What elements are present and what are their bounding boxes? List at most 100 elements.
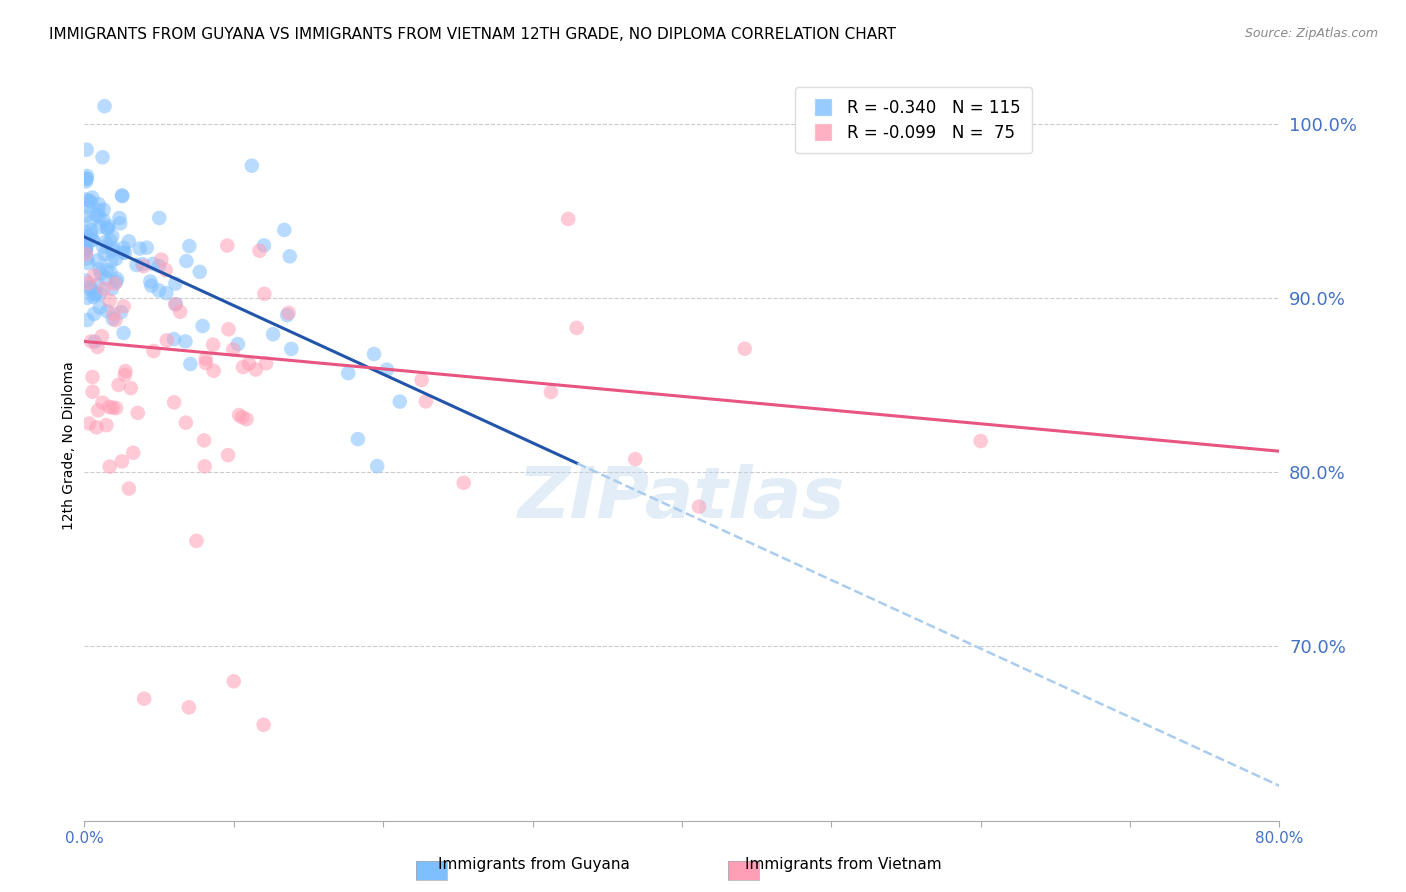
Point: [253, 238, 276, 252]
Point: [165, 297, 187, 311]
Point: [222, 343, 245, 357]
Point: [91, 395, 114, 409]
Point: [238, 357, 260, 371]
Text: ZIPatlas: ZIPatlas: [519, 464, 845, 533]
Point: [77, 256, 100, 270]
Point: [363, 347, 385, 361]
Y-axis label: 12th Grade, No Diploma: 12th Grade, No Diploma: [62, 361, 76, 531]
Point: [75, 209, 97, 223]
Point: [82, 384, 104, 399]
Point: [75, 240, 97, 254]
Point: [415, 394, 437, 409]
Point: [366, 459, 388, 474]
Point: [82, 290, 104, 304]
Point: [222, 674, 245, 689]
Point: [96, 221, 118, 235]
Point: [375, 362, 398, 376]
Point: [98, 293, 121, 308]
Point: [75, 274, 97, 288]
Point: [82, 370, 104, 384]
Point: [276, 308, 298, 322]
Point: [107, 378, 129, 392]
Point: [114, 245, 136, 260]
Point: [76, 291, 98, 305]
Point: [76, 169, 98, 183]
Point: [83, 307, 105, 321]
Point: [280, 342, 302, 356]
Point: [132, 691, 156, 706]
Point: [114, 368, 136, 382]
Point: [254, 356, 277, 370]
Point: [163, 332, 186, 346]
Point: [86, 208, 108, 222]
Point: [80, 334, 103, 349]
Point: [75, 233, 97, 247]
Point: [177, 700, 200, 714]
Point: [79, 195, 101, 210]
Point: [118, 235, 141, 249]
Point: [273, 223, 295, 237]
Point: [93, 202, 115, 217]
Point: [103, 307, 125, 321]
Point: [83, 334, 105, 349]
Point: [76, 313, 98, 327]
Point: [970, 434, 993, 448]
Point: [76, 143, 98, 157]
Point: [105, 275, 128, 289]
Point: [101, 241, 124, 255]
Point: [337, 366, 360, 380]
Point: [77, 194, 100, 208]
Point: [75, 243, 97, 257]
Point: [100, 265, 122, 279]
Point: [388, 394, 411, 409]
Point: [253, 718, 276, 732]
Point: [77, 201, 100, 215]
Point: [89, 301, 111, 315]
Point: [101, 229, 124, 244]
Point: [565, 321, 588, 335]
Point: [142, 257, 165, 271]
Legend: R = -0.340   N = 115, R = -0.099   N =  75: R = -0.340 N = 115, R = -0.099 N = 75: [796, 87, 1032, 153]
Point: [105, 401, 128, 415]
Point: [253, 286, 276, 301]
Point: [84, 287, 107, 301]
Point: [94, 235, 117, 249]
Point: [75, 171, 97, 186]
Point: [142, 344, 165, 359]
Point: [96, 418, 118, 433]
Point: [100, 254, 122, 268]
Point: [155, 263, 177, 277]
Point: [453, 475, 475, 490]
Point: [277, 306, 299, 320]
Point: [188, 265, 211, 279]
Point: [96, 304, 118, 318]
Point: [75, 247, 97, 261]
Point: [165, 297, 187, 311]
Point: [347, 432, 370, 446]
Point: [86, 420, 108, 434]
Point: [262, 327, 284, 342]
Point: [128, 242, 150, 256]
Text: Source: ZipAtlas.com: Source: ZipAtlas.com: [1244, 27, 1378, 40]
Point: [101, 282, 124, 296]
Point: [87, 277, 110, 292]
Point: [91, 240, 114, 254]
Point: [104, 313, 127, 327]
Point: [194, 351, 217, 366]
Point: [80, 223, 103, 237]
Point: [110, 305, 132, 319]
Point: [114, 364, 136, 378]
Point: [104, 277, 127, 291]
Point: [84, 286, 107, 301]
Point: [75, 241, 97, 255]
Point: [150, 252, 173, 267]
Point: [148, 211, 170, 225]
Point: [186, 533, 208, 548]
Point: [98, 400, 121, 414]
Point: [93, 213, 115, 227]
Point: [101, 312, 124, 326]
Point: [139, 274, 162, 288]
Point: [75, 225, 97, 239]
Point: [77, 230, 100, 244]
Point: [122, 446, 145, 460]
